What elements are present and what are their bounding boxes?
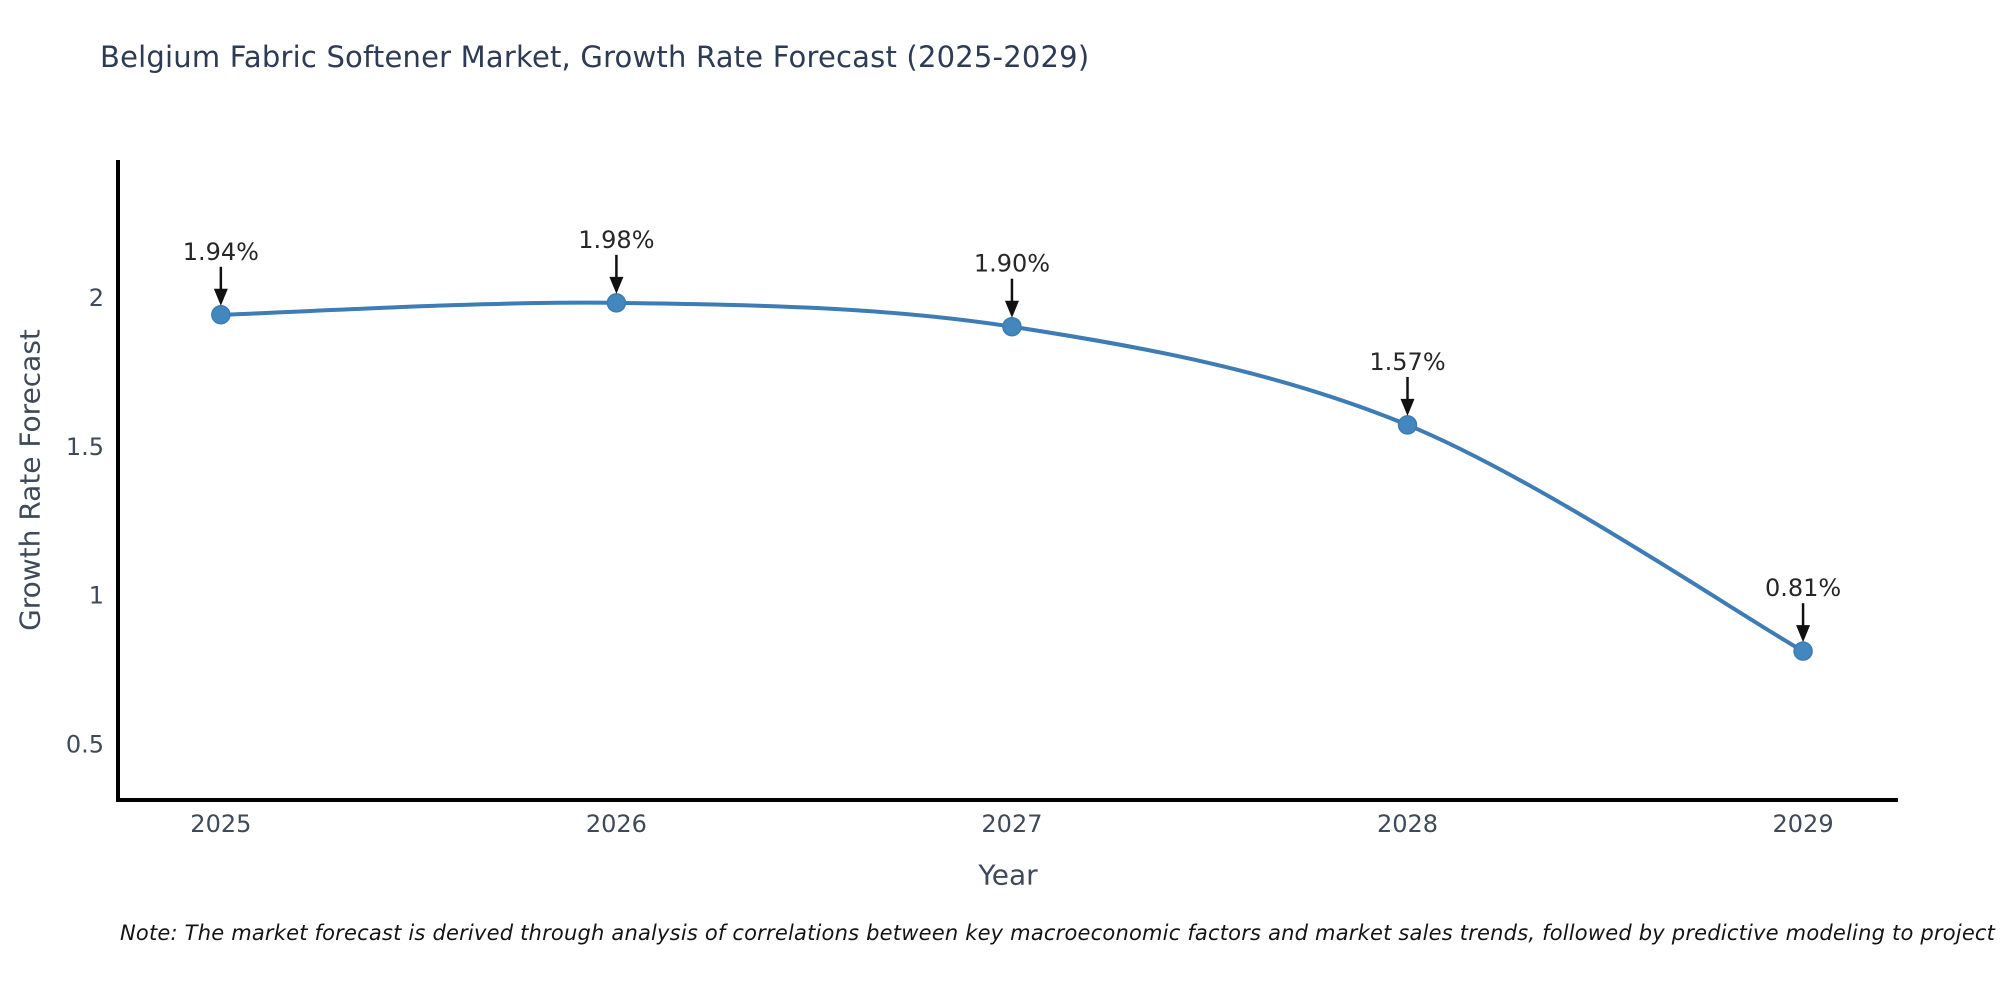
data-point-2025 — [211, 305, 231, 325]
data-point-2029 — [1793, 641, 1813, 661]
x-tick-label: 2027 — [981, 810, 1042, 838]
data-point-2026 — [606, 293, 627, 313]
data-point-2027 — [1002, 316, 1022, 337]
annotation-arrowhead — [1400, 398, 1415, 416]
x-tick-label: 2025 — [190, 810, 251, 838]
x-tick-label: 2026 — [586, 810, 647, 838]
y-tick-label: 1.5 — [66, 433, 104, 461]
footnote: Note: The market forecast is derived thr… — [120, 921, 2000, 945]
x-tick-label: 2029 — [1773, 810, 1834, 838]
data-point-2028 — [1397, 415, 1418, 435]
x-tick-label: 2028 — [1377, 810, 1438, 838]
y-tick-label: 0.5 — [66, 730, 104, 758]
forecast-line — [220, 300, 1805, 653]
chart-title: Belgium Fabric Softener Market, Growth R… — [100, 40, 1090, 74]
annotation-label: 0.81% — [1765, 574, 1841, 602]
annotation-label: 1.57% — [1369, 348, 1445, 376]
x-axis-title: Year — [978, 858, 1038, 892]
y-tick-label: 1 — [89, 582, 104, 610]
annotation-arrowhead — [213, 288, 228, 306]
annotation-label: 1.94% — [183, 238, 259, 266]
annotation-arrowhead — [1004, 300, 1019, 318]
annotation-label: 1.90% — [974, 250, 1050, 278]
annotation-label: 1.98% — [578, 226, 654, 254]
annotation-arrowhead — [609, 276, 624, 294]
annotation-arrowhead — [1796, 625, 1811, 643]
y-tick-label: 2 — [89, 284, 104, 312]
